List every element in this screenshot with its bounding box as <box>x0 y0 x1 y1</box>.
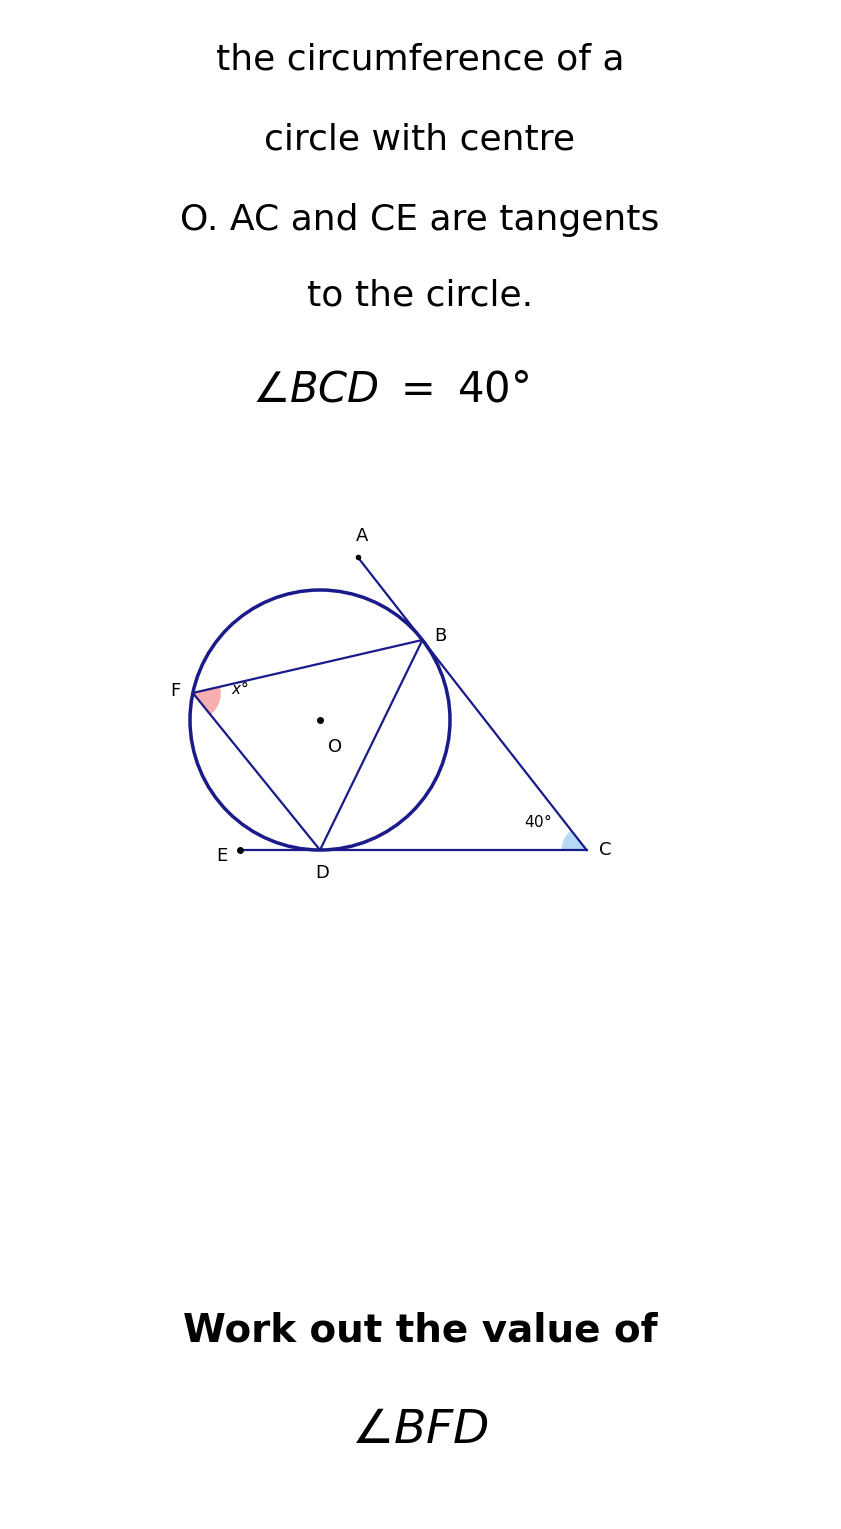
Text: Work out the value of: Work out the value of <box>182 1310 658 1349</box>
Text: A: A <box>356 528 368 546</box>
Text: B: B <box>435 627 447 645</box>
Text: E: E <box>217 847 228 865</box>
Text: C: C <box>599 841 611 859</box>
Text: $x°$: $x°$ <box>230 680 248 697</box>
Text: to the circle.: to the circle. <box>307 278 533 312</box>
Text: D: D <box>315 864 329 882</box>
Text: $\angle BCD\ =\ 40°$: $\angle BCD\ =\ 40°$ <box>251 368 528 411</box>
Text: circle with centre: circle with centre <box>265 122 575 157</box>
Text: the circumference of a: the circumference of a <box>216 43 624 76</box>
Text: F: F <box>171 682 181 700</box>
Text: $40°$: $40°$ <box>524 813 552 830</box>
Text: O. AC and CE are tangents: O. AC and CE are tangents <box>180 203 659 237</box>
Text: $\angle BFD$: $\angle BFD$ <box>351 1407 489 1453</box>
Wedge shape <box>562 830 586 850</box>
Wedge shape <box>193 687 221 714</box>
Text: O: O <box>328 739 342 755</box>
